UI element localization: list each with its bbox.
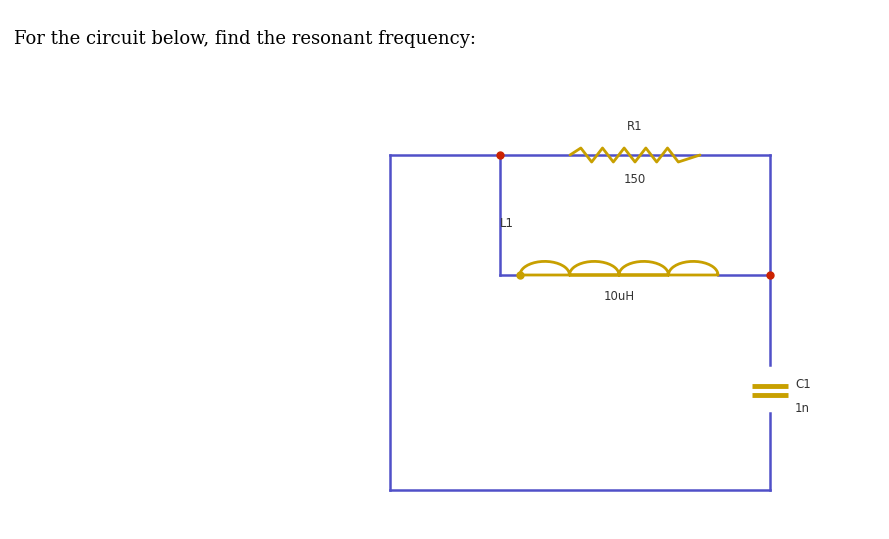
Text: C1: C1 bbox=[795, 378, 811, 391]
Text: 10uH: 10uH bbox=[604, 290, 635, 303]
Text: R1: R1 bbox=[627, 120, 643, 133]
Text: For the circuit below, find the resonant frequency:: For the circuit below, find the resonant… bbox=[14, 30, 476, 48]
Text: L1: L1 bbox=[500, 217, 514, 230]
Text: 150: 150 bbox=[624, 173, 646, 186]
Text: 1n: 1n bbox=[795, 402, 810, 415]
